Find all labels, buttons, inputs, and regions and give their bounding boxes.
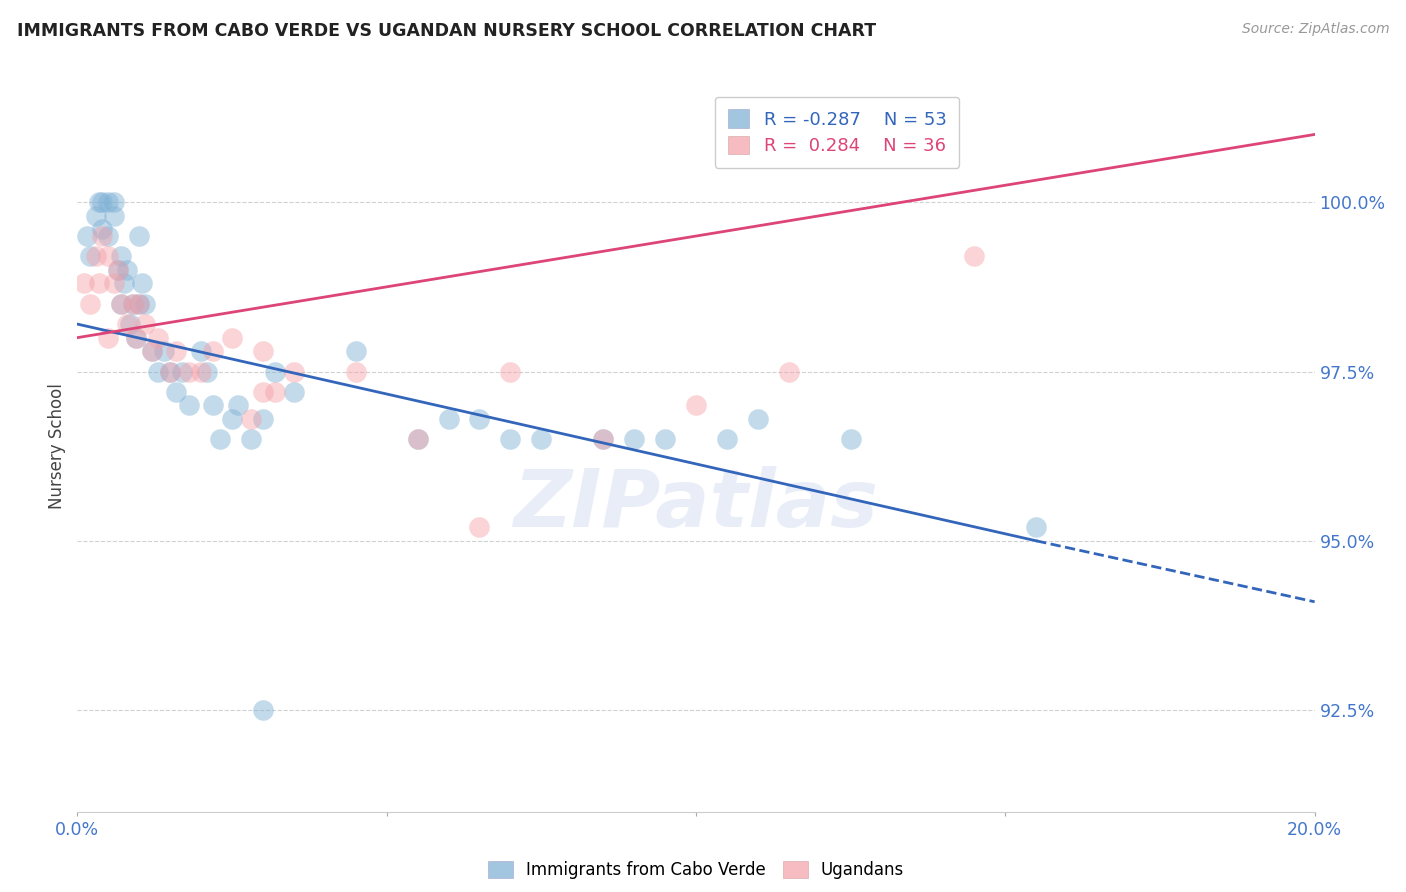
Text: ZIPatlas: ZIPatlas <box>513 466 879 543</box>
Point <box>118 317 141 331</box>
Point <box>103 195 125 210</box>
Point <box>623 432 645 446</box>
Point <box>107 263 129 277</box>
Point <box>112 277 135 291</box>
Point <box>252 344 274 359</box>
Point <box>406 432 429 446</box>
Point <box>110 297 132 311</box>
Point <box>91 195 114 210</box>
Point <box>159 364 181 378</box>
Point <box>153 344 176 359</box>
Point <box>97 195 120 210</box>
Point <box>146 331 169 345</box>
Point <box>195 364 218 378</box>
Point <box>406 432 429 446</box>
Point <box>91 222 114 236</box>
Point <box>131 277 153 291</box>
Point <box>592 432 614 446</box>
Point <box>165 344 187 359</box>
Point <box>177 398 200 412</box>
Point <box>468 412 491 426</box>
Point <box>685 398 707 412</box>
Point <box>128 297 150 311</box>
Point <box>84 249 107 263</box>
Point <box>202 398 225 412</box>
Point <box>239 412 262 426</box>
Point <box>125 331 148 345</box>
Point <box>654 432 676 446</box>
Point <box>159 364 181 378</box>
Legend: Immigrants from Cabo Verde, Ugandans: Immigrants from Cabo Verde, Ugandans <box>479 853 912 888</box>
Point <box>499 364 522 378</box>
Point <box>963 249 986 263</box>
Point <box>72 277 94 291</box>
Point <box>208 432 231 446</box>
Point <box>177 364 200 378</box>
Point <box>202 344 225 359</box>
Point <box>264 384 287 399</box>
Point <box>115 317 138 331</box>
Point <box>91 229 114 244</box>
Point <box>146 364 169 378</box>
Point <box>97 331 120 345</box>
Point <box>110 297 132 311</box>
Text: IMMIGRANTS FROM CABO VERDE VS UGANDAN NURSERY SCHOOL CORRELATION CHART: IMMIGRANTS FROM CABO VERDE VS UGANDAN NU… <box>17 22 876 40</box>
Point <box>84 209 107 223</box>
Point <box>122 297 145 311</box>
Point <box>122 297 145 311</box>
Point <box>468 520 491 534</box>
Point <box>115 263 138 277</box>
Point <box>344 364 367 378</box>
Point <box>79 249 101 263</box>
Point <box>110 249 132 263</box>
Point <box>79 297 101 311</box>
Point <box>530 432 553 446</box>
Point <box>778 364 800 378</box>
Point <box>134 297 156 311</box>
Point <box>499 432 522 446</box>
Point <box>747 412 769 426</box>
Point <box>239 432 262 446</box>
Point <box>165 384 187 399</box>
Point <box>252 703 274 717</box>
Point <box>283 364 305 378</box>
Point <box>141 344 163 359</box>
Point <box>592 432 614 446</box>
Point <box>344 344 367 359</box>
Point <box>128 297 150 311</box>
Point <box>172 364 194 378</box>
Point <box>134 317 156 331</box>
Point <box>283 384 305 399</box>
Point <box>87 195 110 210</box>
Point <box>252 412 274 426</box>
Point <box>1025 520 1047 534</box>
Point <box>97 249 120 263</box>
Y-axis label: Nursery School: Nursery School <box>48 383 66 509</box>
Point <box>128 229 150 244</box>
Point <box>221 412 243 426</box>
Point <box>97 229 120 244</box>
Point <box>190 364 212 378</box>
Point <box>226 398 249 412</box>
Point <box>103 209 125 223</box>
Point <box>716 432 738 446</box>
Point <box>190 344 212 359</box>
Point <box>125 331 148 345</box>
Point <box>264 364 287 378</box>
Point <box>252 384 274 399</box>
Point <box>103 277 125 291</box>
Point <box>107 263 129 277</box>
Point <box>141 344 163 359</box>
Point <box>839 432 862 446</box>
Point <box>87 277 110 291</box>
Text: Source: ZipAtlas.com: Source: ZipAtlas.com <box>1241 22 1389 37</box>
Point <box>437 412 460 426</box>
Point <box>76 229 98 244</box>
Point <box>221 331 243 345</box>
